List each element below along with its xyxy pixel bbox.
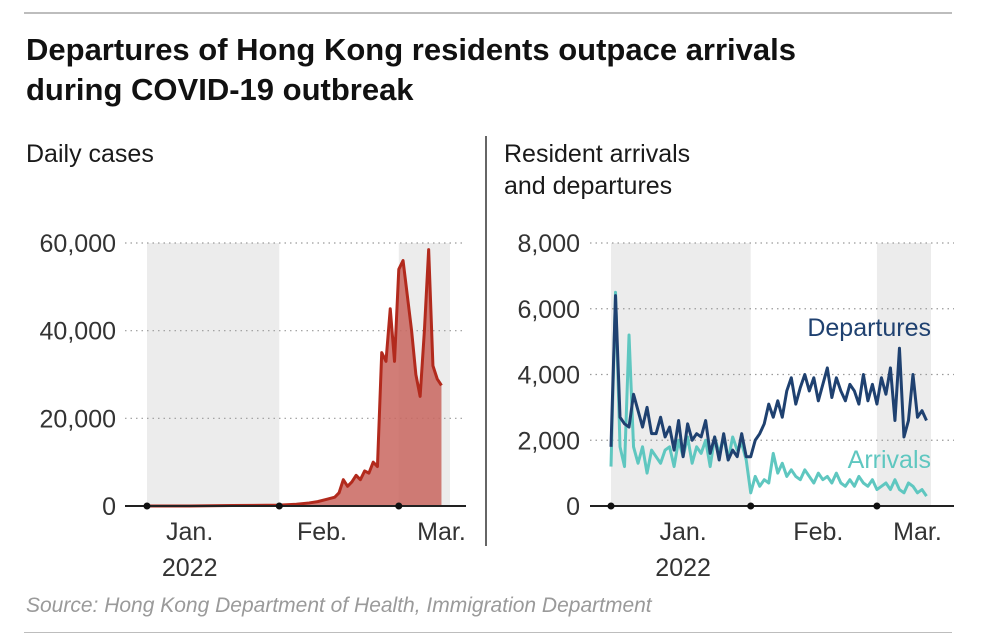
arrivals-line [609, 290, 928, 497]
departures-label: Departures [807, 314, 931, 342]
title-line-1: Departures of Hong Kong residents outpac… [26, 32, 797, 67]
bottom-rule [24, 632, 952, 633]
x-tick-label: Mar. [893, 518, 942, 546]
x-year-label: 2022 [162, 554, 218, 582]
y-tick-label: 4,000 [517, 362, 580, 390]
x-tick-dot [873, 502, 881, 510]
left-panel-title: Daily cases [26, 140, 154, 168]
x-tick-dot [395, 502, 403, 510]
source-note: Source: Hong Kong Department of Health, … [26, 594, 652, 617]
departures-line [609, 294, 928, 462]
x-tick-dot [143, 502, 151, 510]
chart-title: Departures of Hong Kong residents outpac… [26, 30, 966, 110]
x-tick-dot [275, 502, 283, 510]
right-panel-title-line-1: Resident arrivals [504, 140, 690, 168]
y-tick-label: 20,000 [40, 405, 116, 433]
x-tick-dot [747, 502, 755, 510]
shaded-period [147, 243, 280, 506]
x-tick-label: Jan. [166, 518, 213, 546]
x-tick-label: Jan. [659, 518, 706, 546]
y-tick-label: 0 [102, 493, 116, 521]
y-tick-label: 8,000 [517, 230, 580, 258]
y-tick-label: 2,000 [517, 427, 580, 455]
x-tick-label: Mar. [417, 518, 466, 546]
cases-line [147, 248, 443, 508]
cases-area [147, 249, 442, 506]
top-rule [24, 12, 952, 14]
x-tick-label: Feb. [297, 518, 347, 546]
y-tick-label: 6,000 [517, 296, 580, 324]
x-tick-label: Feb. [793, 518, 843, 546]
arrivals-label: Arrivals [848, 446, 931, 474]
travel-chart: 0 2,000 4,000 6,000 8,000 Departures Arrivals J… [517, 230, 954, 582]
title-line-2: during COVID-19 outbreak [26, 72, 414, 107]
y-tick-label: 60,000 [40, 230, 116, 258]
right-panel-title-line-2: and departures [504, 172, 672, 200]
y-tick-label: 40,000 [40, 318, 116, 346]
x-year-label: 2022 [655, 554, 711, 582]
cases-chart: 0 20,000 40,000 60,000 Jan. Feb. Mar. 2022 [40, 230, 466, 582]
y-tick-label: 0 [566, 493, 580, 521]
x-tick-dot [607, 502, 615, 510]
